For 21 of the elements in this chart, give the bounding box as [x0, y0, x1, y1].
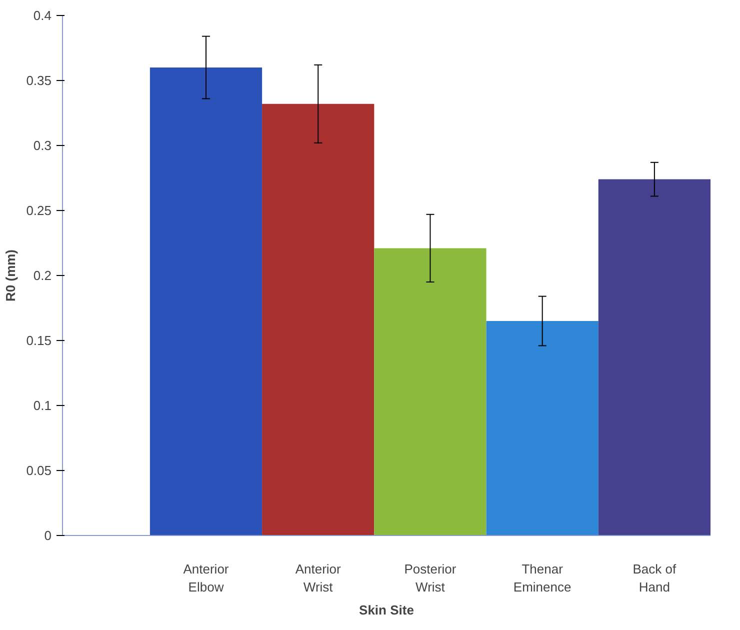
y-tick-label: 0.15 — [26, 333, 52, 348]
y-tick-label: 0 — [44, 528, 52, 543]
bar — [598, 179, 710, 536]
y-tick-label: 0.3 — [33, 138, 52, 153]
y-tick-label: 0.4 — [33, 8, 52, 23]
x-tick-label: Thenar Eminence — [513, 562, 572, 594]
y-tick-label: 0.35 — [26, 73, 52, 88]
y-tick-label: 0.25 — [26, 203, 52, 218]
y-tick-label: 0.05 — [26, 463, 52, 478]
x-tick-label: Back of Hand — [632, 562, 677, 594]
bar — [374, 248, 486, 536]
x-tick-label: Posterior Wrist — [404, 562, 457, 594]
x-tick-label: Anterior Elbow — [183, 562, 230, 594]
x-axis-title: Skin Site — [359, 602, 414, 618]
bar — [262, 104, 374, 536]
y-axis-title: R0 (mm) — [3, 249, 18, 302]
bar — [150, 68, 262, 536]
y-tick-label: 0.1 — [33, 398, 52, 413]
x-tick-label: Anterior Wrist — [295, 562, 342, 594]
bar — [486, 321, 598, 536]
y-tick-label: 0.2 — [33, 268, 52, 283]
